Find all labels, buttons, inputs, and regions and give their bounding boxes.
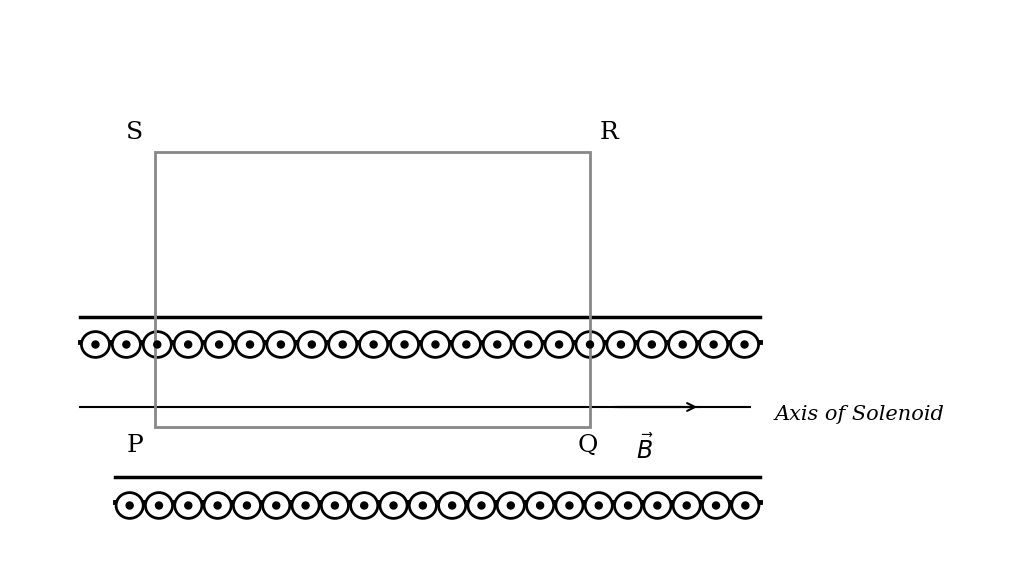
Ellipse shape: [145, 492, 173, 519]
Circle shape: [713, 502, 720, 509]
Ellipse shape: [575, 332, 604, 357]
Circle shape: [308, 341, 315, 348]
Ellipse shape: [669, 332, 696, 357]
Circle shape: [566, 502, 573, 509]
Ellipse shape: [422, 332, 450, 357]
Circle shape: [126, 502, 133, 509]
Ellipse shape: [644, 492, 671, 519]
Ellipse shape: [556, 492, 583, 519]
Circle shape: [156, 502, 163, 509]
Circle shape: [154, 341, 161, 348]
Ellipse shape: [545, 332, 573, 357]
Ellipse shape: [514, 332, 543, 357]
Circle shape: [184, 341, 191, 348]
Circle shape: [244, 502, 251, 509]
Ellipse shape: [673, 492, 700, 519]
Ellipse shape: [322, 492, 348, 519]
Ellipse shape: [298, 332, 326, 357]
Circle shape: [556, 341, 562, 348]
Ellipse shape: [236, 332, 264, 357]
Ellipse shape: [263, 492, 290, 519]
Ellipse shape: [233, 492, 260, 519]
Ellipse shape: [438, 492, 466, 519]
Circle shape: [679, 341, 686, 348]
Ellipse shape: [453, 332, 480, 357]
Text: P: P: [126, 434, 143, 457]
Ellipse shape: [350, 492, 378, 519]
Circle shape: [390, 502, 397, 509]
Ellipse shape: [702, 492, 729, 519]
Bar: [155, 152, 590, 427]
Ellipse shape: [380, 492, 408, 519]
Circle shape: [710, 341, 717, 348]
Ellipse shape: [585, 492, 612, 519]
Ellipse shape: [359, 332, 388, 357]
Circle shape: [537, 502, 544, 509]
Circle shape: [92, 341, 99, 348]
Circle shape: [654, 502, 660, 509]
Circle shape: [339, 341, 346, 348]
Circle shape: [332, 502, 338, 509]
Ellipse shape: [113, 332, 140, 357]
Text: $\vec{B}$: $\vec{B}$: [636, 434, 653, 464]
Ellipse shape: [329, 332, 356, 357]
Ellipse shape: [468, 492, 495, 519]
Ellipse shape: [410, 492, 436, 519]
Circle shape: [216, 341, 222, 348]
Ellipse shape: [526, 492, 554, 519]
Ellipse shape: [143, 332, 171, 357]
Text: S: S: [126, 121, 143, 144]
Ellipse shape: [174, 332, 202, 357]
Ellipse shape: [292, 492, 319, 519]
Circle shape: [432, 341, 439, 348]
Ellipse shape: [730, 332, 759, 357]
Circle shape: [278, 341, 285, 348]
Ellipse shape: [699, 332, 728, 357]
Circle shape: [595, 502, 602, 509]
Ellipse shape: [204, 492, 231, 519]
Circle shape: [184, 502, 191, 509]
Circle shape: [401, 341, 408, 348]
Circle shape: [449, 502, 456, 509]
Ellipse shape: [205, 332, 233, 357]
Circle shape: [370, 341, 377, 348]
Circle shape: [625, 502, 632, 509]
Ellipse shape: [498, 492, 524, 519]
Circle shape: [360, 502, 368, 509]
Ellipse shape: [175, 492, 202, 519]
Circle shape: [587, 341, 594, 348]
Ellipse shape: [267, 332, 295, 357]
Ellipse shape: [82, 332, 110, 357]
Ellipse shape: [607, 332, 635, 357]
Circle shape: [214, 502, 221, 509]
Circle shape: [272, 502, 280, 509]
Circle shape: [494, 341, 501, 348]
Ellipse shape: [614, 492, 642, 519]
Circle shape: [507, 502, 514, 509]
Circle shape: [617, 341, 625, 348]
Text: R: R: [600, 121, 618, 144]
Circle shape: [247, 341, 254, 348]
Ellipse shape: [732, 492, 759, 519]
Circle shape: [420, 502, 426, 509]
Circle shape: [683, 502, 690, 509]
Circle shape: [524, 341, 531, 348]
Circle shape: [741, 502, 749, 509]
Circle shape: [123, 341, 130, 348]
Ellipse shape: [638, 332, 666, 357]
Circle shape: [741, 341, 749, 348]
Ellipse shape: [483, 332, 511, 357]
Text: Axis of Solenoid: Axis of Solenoid: [775, 404, 945, 424]
Ellipse shape: [390, 332, 419, 357]
Ellipse shape: [116, 492, 143, 519]
Circle shape: [478, 502, 485, 509]
Circle shape: [463, 341, 470, 348]
Circle shape: [648, 341, 655, 348]
Circle shape: [302, 502, 309, 509]
Text: Q: Q: [578, 434, 598, 457]
